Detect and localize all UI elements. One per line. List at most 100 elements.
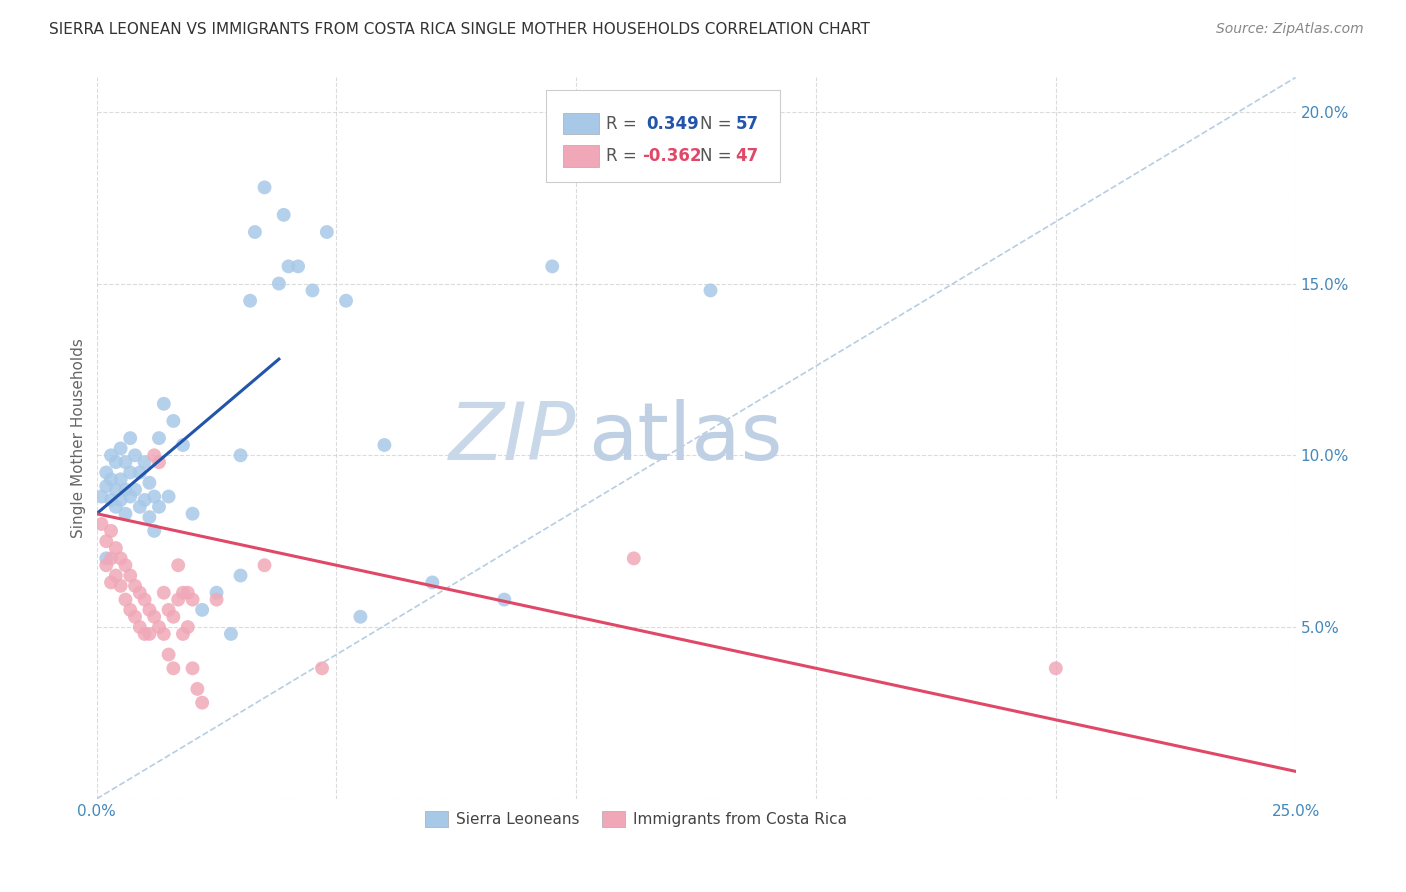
Text: N =: N = bbox=[700, 147, 737, 165]
Point bbox=[162, 609, 184, 624]
Text: Source: ZipAtlas.com: Source: ZipAtlas.com bbox=[1216, 22, 1364, 37]
Point bbox=[104, 541, 127, 555]
Point bbox=[494, 592, 516, 607]
Point bbox=[138, 475, 160, 490]
Point bbox=[96, 466, 118, 480]
Point bbox=[177, 585, 200, 599]
Point bbox=[373, 438, 395, 452]
Point bbox=[152, 585, 174, 599]
Point bbox=[138, 510, 160, 524]
Text: 0.349: 0.349 bbox=[645, 114, 699, 133]
Point bbox=[120, 568, 142, 582]
Text: atlas: atlas bbox=[588, 399, 783, 477]
Point bbox=[120, 431, 142, 445]
Point bbox=[100, 493, 122, 508]
Point bbox=[134, 455, 156, 469]
Point bbox=[191, 603, 214, 617]
Point bbox=[128, 620, 150, 634]
Point bbox=[273, 208, 295, 222]
Point bbox=[181, 661, 204, 675]
Point bbox=[157, 490, 180, 504]
Point bbox=[172, 627, 194, 641]
Point bbox=[172, 438, 194, 452]
Point bbox=[100, 472, 122, 486]
Point bbox=[1045, 661, 1067, 675]
Point bbox=[96, 551, 118, 566]
Point bbox=[239, 293, 262, 308]
Point bbox=[100, 551, 122, 566]
Point bbox=[167, 558, 190, 573]
Point bbox=[114, 558, 136, 573]
Point bbox=[100, 524, 122, 538]
Point bbox=[96, 534, 118, 549]
Point bbox=[253, 180, 276, 194]
Point bbox=[104, 483, 127, 497]
Point bbox=[100, 575, 122, 590]
Point bbox=[335, 293, 357, 308]
Point bbox=[181, 507, 204, 521]
Point bbox=[229, 448, 252, 462]
Point bbox=[152, 397, 174, 411]
Point bbox=[134, 627, 156, 641]
Point bbox=[186, 681, 208, 696]
Point bbox=[114, 455, 136, 469]
Point bbox=[100, 448, 122, 462]
Point bbox=[138, 603, 160, 617]
Point bbox=[124, 579, 146, 593]
Point bbox=[138, 627, 160, 641]
Point bbox=[157, 648, 180, 662]
Point bbox=[243, 225, 266, 239]
Point bbox=[191, 696, 214, 710]
Legend: Sierra Leoneans, Immigrants from Costa Rica: Sierra Leoneans, Immigrants from Costa R… bbox=[418, 803, 855, 835]
Point bbox=[148, 620, 170, 634]
Point bbox=[277, 260, 299, 274]
Point bbox=[143, 448, 166, 462]
Point bbox=[181, 592, 204, 607]
Point bbox=[96, 558, 118, 573]
Point bbox=[120, 490, 142, 504]
Point bbox=[110, 551, 132, 566]
Point bbox=[148, 455, 170, 469]
Point bbox=[623, 551, 645, 566]
Point bbox=[124, 483, 146, 497]
Point bbox=[315, 225, 337, 239]
Point bbox=[699, 284, 721, 298]
Point bbox=[162, 414, 184, 428]
Point bbox=[205, 585, 228, 599]
FancyBboxPatch shape bbox=[562, 145, 599, 167]
Point bbox=[205, 592, 228, 607]
Text: 47: 47 bbox=[735, 147, 759, 165]
Text: -0.362: -0.362 bbox=[643, 147, 702, 165]
Point bbox=[134, 592, 156, 607]
Point bbox=[143, 490, 166, 504]
Point bbox=[124, 448, 146, 462]
Point bbox=[104, 568, 127, 582]
Text: R =: R = bbox=[606, 114, 643, 133]
Point bbox=[162, 661, 184, 675]
Point bbox=[104, 500, 127, 514]
Point bbox=[152, 627, 174, 641]
Point bbox=[90, 516, 112, 531]
Y-axis label: Single Mother Households: Single Mother Households bbox=[72, 338, 86, 538]
Text: SIERRA LEONEAN VS IMMIGRANTS FROM COSTA RICA SINGLE MOTHER HOUSEHOLDS CORRELATIO: SIERRA LEONEAN VS IMMIGRANTS FROM COSTA … bbox=[49, 22, 870, 37]
Point bbox=[134, 493, 156, 508]
Point bbox=[267, 277, 290, 291]
Point bbox=[128, 500, 150, 514]
Point bbox=[104, 455, 127, 469]
Point bbox=[114, 592, 136, 607]
Point bbox=[157, 603, 180, 617]
Point bbox=[96, 479, 118, 493]
Text: R =: R = bbox=[606, 147, 643, 165]
Point bbox=[110, 579, 132, 593]
Point bbox=[177, 620, 200, 634]
Point bbox=[110, 442, 132, 456]
Point bbox=[110, 472, 132, 486]
Point bbox=[143, 609, 166, 624]
Point bbox=[120, 466, 142, 480]
Point bbox=[148, 500, 170, 514]
Point bbox=[287, 260, 309, 274]
Point bbox=[128, 585, 150, 599]
Point bbox=[124, 609, 146, 624]
Point bbox=[301, 284, 323, 298]
FancyBboxPatch shape bbox=[547, 90, 780, 182]
